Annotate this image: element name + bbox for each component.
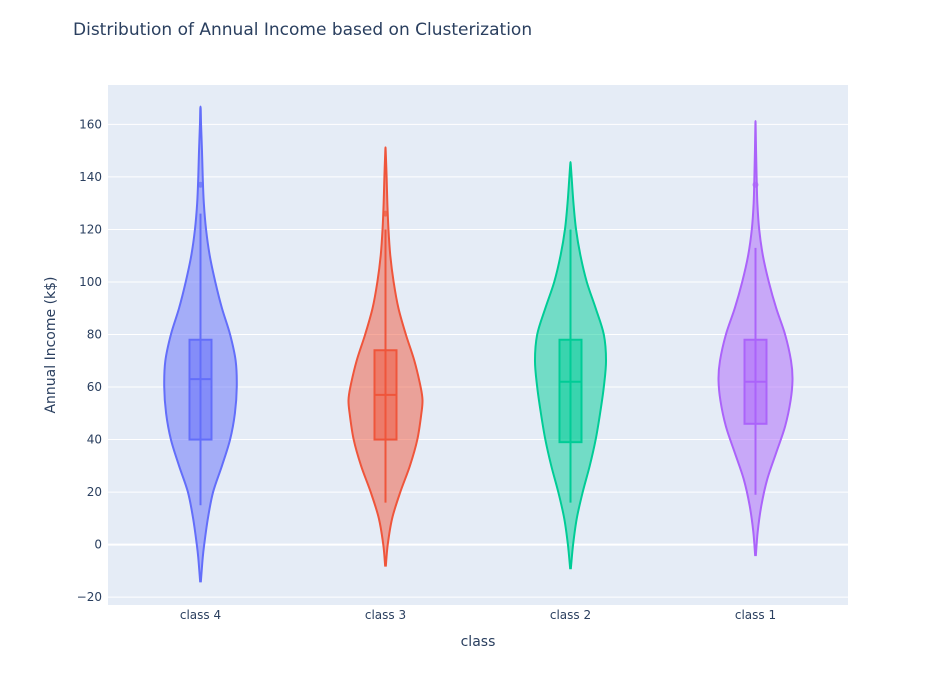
y-tick-label: 120 <box>79 222 102 236</box>
y-axis-title: Annual Income (k$) <box>43 276 59 413</box>
x-axis-title: class <box>461 634 496 650</box>
outlier-point <box>752 181 759 188</box>
box <box>188 338 213 441</box>
violin-class-2 <box>533 161 608 570</box>
y-tick-label: 160 <box>79 117 102 131</box>
x-tick-label: class 1 <box>735 608 776 622</box>
y-tick-label: 100 <box>79 275 102 289</box>
violin-class-3 <box>347 146 424 567</box>
box <box>558 338 583 444</box>
y-tick-label: 140 <box>79 170 102 184</box>
y-tick-label: −20 <box>77 590 102 604</box>
outlier-point <box>382 210 389 217</box>
x-axis-ticks: class 4 class 3 class 2 class 1 <box>180 608 776 622</box>
x-tick-label: class 4 <box>180 608 221 622</box>
y-tick-label: 0 <box>94 538 102 552</box>
x-tick-label: class 3 <box>365 608 406 622</box>
y-tick-label: 80 <box>87 327 102 341</box>
violin-class-1 <box>717 120 794 557</box>
outlier-point <box>197 181 204 188</box>
violin-class-4 <box>163 105 238 583</box>
x-tick-label: class 2 <box>550 608 591 622</box>
y-tick-label: 60 <box>87 380 102 394</box>
y-tick-label: 20 <box>87 485 102 499</box>
y-axis-ticks: −20 0 20 40 60 80 100 120 140 160 <box>77 117 102 604</box>
y-tick-label: 40 <box>87 433 102 447</box>
violins <box>163 105 794 583</box>
chart-title: Distribution of Annual Income based on C… <box>73 20 532 40</box>
